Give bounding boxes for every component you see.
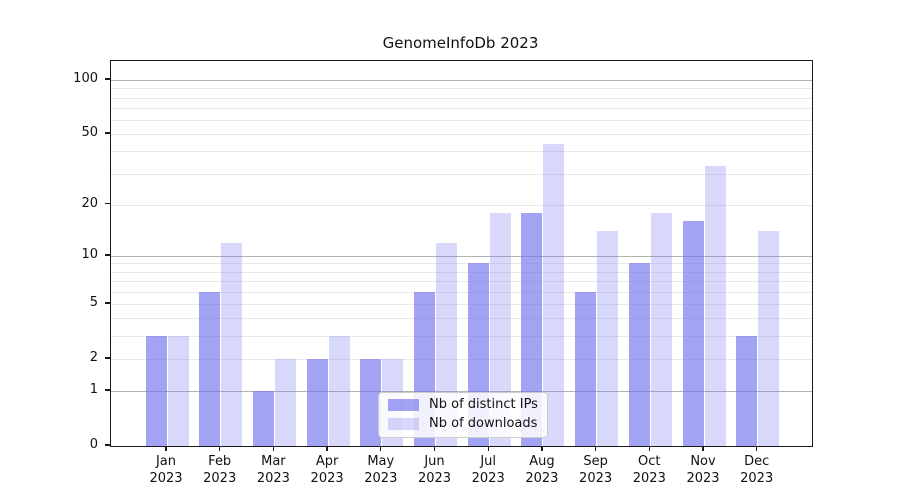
- gridline-minor-60: [111, 119, 812, 121]
- bar-downloads-jul: [489, 212, 511, 446]
- x-tick-mar: [272, 446, 275, 452]
- bar-distinct-ips-apr: [306, 358, 328, 446]
- x-tick-label-mar: Mar 2023: [256, 454, 290, 486]
- bar-downloads-feb: [221, 242, 243, 446]
- x-tick-label-apr: Apr 2023: [310, 454, 344, 486]
- gridline-minor-30: [111, 173, 812, 175]
- y-tick-label-0: 0: [89, 437, 98, 452]
- x-tick-aug: [541, 446, 543, 452]
- bar-distinct-ips-aug: [521, 212, 543, 446]
- x-tick-label-jun: Jun 2023: [417, 454, 452, 486]
- gridline-minor-5: [111, 303, 812, 305]
- x-tick-jan: [165, 446, 167, 452]
- legend-swatch-downloads: [388, 418, 419, 430]
- x-tick-label-jan: Jan 2023: [149, 454, 183, 486]
- bar-downloads-aug: [543, 144, 565, 446]
- y-tick-label-100: 100: [73, 71, 98, 86]
- bar-distinct-ips-oct: [628, 263, 650, 446]
- gridline-minor-40: [111, 151, 812, 153]
- x-tick-label-nov: Nov 2023: [686, 454, 720, 486]
- gridline-minor-90: [111, 88, 812, 90]
- x-tick-sep: [594, 446, 597, 452]
- x-tick-dec: [756, 446, 758, 452]
- y-tick-0: [105, 444, 110, 446]
- x-tick-label-feb: Feb 2023: [203, 454, 237, 486]
- gridline-minor-50: [111, 134, 812, 136]
- y-tick-5: [105, 302, 110, 304]
- gridline-minor-20: [111, 204, 812, 206]
- y-tick-20: [105, 202, 110, 205]
- gridline-minor-7: [111, 281, 812, 283]
- x-tick-label-dec: Dec 2023: [740, 454, 774, 486]
- bar-downloads-jan: [167, 336, 189, 446]
- legend-label-downloads: Nb of downloads: [429, 416, 538, 431]
- gridline-major-1: [111, 391, 812, 393]
- x-tick-label-sep: Sep 2023: [579, 454, 613, 486]
- y-tick-label-5: 5: [89, 294, 98, 310]
- legend-swatch-distinct-ips: [388, 399, 419, 411]
- bar-distinct-ips-nov: [682, 221, 704, 446]
- bar-distinct-ips-mar: [252, 391, 274, 446]
- x-tick-label-oct: Oct 2023: [632, 454, 666, 486]
- y-tick-50: [105, 132, 110, 134]
- bar-distinct-ips-feb: [199, 291, 221, 446]
- bar-distinct-ips-dec: [736, 336, 758, 446]
- gridline-minor-2: [111, 358, 812, 360]
- chart-title: GenomeInfoDb 2023: [382, 34, 539, 52]
- gridline-minor-3: [111, 336, 812, 338]
- gridline-major-100: [111, 80, 812, 81]
- legend-label-distinct-ips: Nb of distinct IPs: [429, 397, 538, 412]
- x-tick-feb: [219, 446, 221, 452]
- x-tick-jul: [487, 446, 489, 452]
- legend-row-distinct-ips: Nb of distinct IPs: [388, 398, 538, 412]
- bar-downloads-nov: [704, 166, 726, 446]
- y-tick-2: [105, 357, 110, 359]
- plot-area: [110, 60, 813, 447]
- gridline-minor-9: [111, 263, 812, 265]
- y-tick-label-50: 50: [81, 125, 98, 141]
- gridline-minor-8: [111, 271, 812, 273]
- y-tick-label-10: 10: [81, 246, 98, 262]
- y-tick-label-20: 20: [81, 195, 98, 211]
- bar-downloads-apr: [328, 336, 350, 446]
- y-tick-label-1: 1: [89, 382, 98, 398]
- x-tick-apr: [326, 446, 328, 452]
- gridline-minor-4: [111, 318, 812, 320]
- y-tick-10: [105, 254, 110, 256]
- y-tick-label-2: 2: [89, 349, 98, 365]
- bar-distinct-ips-jan: [145, 336, 167, 446]
- x-tick-label-jul: Jul 2023: [471, 454, 505, 486]
- gridline-minor-6: [111, 291, 812, 293]
- gridline-minor-80: [111, 97, 812, 99]
- x-tick-jun: [433, 446, 436, 452]
- bar-downloads-dec: [758, 231, 780, 446]
- x-tick-label-may: May 2023: [364, 454, 398, 486]
- legend: Nb of distinct IPs Nb of downloads: [378, 392, 548, 438]
- y-tick-1: [105, 389, 110, 391]
- bar-distinct-ips-sep: [575, 291, 597, 446]
- gridline-minor-70: [111, 107, 812, 109]
- bar-downloads-mar: [274, 358, 296, 446]
- x-tick-nov: [702, 446, 704, 452]
- bar-downloads-oct: [650, 212, 672, 446]
- y-tick-100: [105, 78, 110, 80]
- x-tick-may: [380, 446, 382, 452]
- x-tick-label-aug: Aug 2023: [525, 454, 559, 486]
- x-tick-oct: [648, 446, 650, 452]
- gridline-major-10: [111, 255, 812, 257]
- bar-distinct-ips-may: [360, 358, 382, 446]
- bar-downloads-sep: [597, 231, 619, 446]
- legend-row-downloads: Nb of downloads: [388, 417, 538, 431]
